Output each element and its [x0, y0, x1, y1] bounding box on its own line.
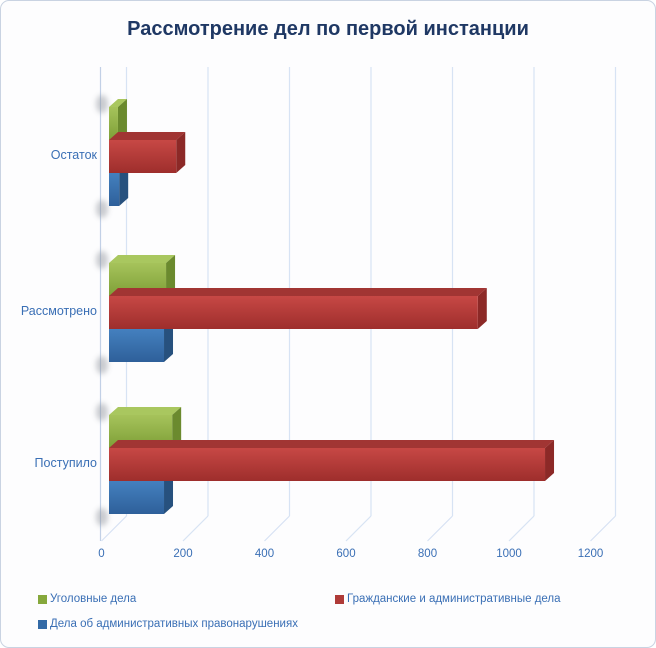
bar-Поступило-series1 — [109, 440, 555, 481]
x-axis-tick-label: 400 — [254, 548, 275, 560]
bar-shadow — [96, 200, 108, 218]
axis-tick-line — [182, 515, 209, 542]
x-axis-tick-label: 1000 — [496, 548, 522, 560]
legend-item-criminal: Уголовные дела — [38, 592, 136, 606]
x-axis-tick-label: 200 — [173, 548, 193, 560]
category-label-postupilo: Поступило — [34, 456, 97, 470]
bar-shadow — [96, 95, 108, 113]
bar-shadow — [96, 356, 108, 374]
category-label-ostatok: Остаток — [50, 148, 97, 162]
x-axis-tick-label: 1200 — [577, 548, 604, 560]
legend-label: Дела об административных правонарушениях — [50, 618, 298, 630]
axis-tick-line — [264, 515, 290, 542]
bar-Рассмотрено-series2 — [109, 321, 174, 362]
bar-shadow — [96, 251, 108, 269]
bar-shadow — [96, 403, 108, 421]
category-label-rassmotreno: Рассмотрено — [20, 304, 97, 318]
legend-marker-blue-icon — [38, 619, 47, 629]
axis-tick-line — [508, 515, 535, 542]
axis-tick-line — [101, 515, 127, 542]
legend-label: Гражданские и административные дела — [347, 593, 561, 605]
bar-shadow — [96, 508, 108, 526]
x-axis-tick-label: 0 — [98, 548, 105, 560]
x-axis-tick-label: 600 — [336, 548, 356, 560]
bar-Остаток-series0 — [109, 99, 127, 140]
axis-tick-line — [345, 515, 372, 542]
x-axis-tick-label: 800 — [417, 548, 438, 560]
legend-item-civil: Гражданские и административные дела — [335, 592, 561, 606]
legend-item-administrative: Дела об административных правонарушениях — [38, 617, 298, 631]
legend-label: Уголовные дела — [50, 593, 137, 605]
legend-marker-red-icon — [335, 594, 344, 604]
bar-Остаток-series1 — [109, 132, 186, 173]
axis-tick-line — [427, 515, 453, 542]
bar-Рассмотрено-series1 — [109, 288, 487, 329]
chart-title: Рассмотрение дел по первой инстанции — [127, 18, 529, 40]
legend-marker-green-icon — [38, 594, 47, 604]
axis-tick-line — [590, 515, 616, 542]
